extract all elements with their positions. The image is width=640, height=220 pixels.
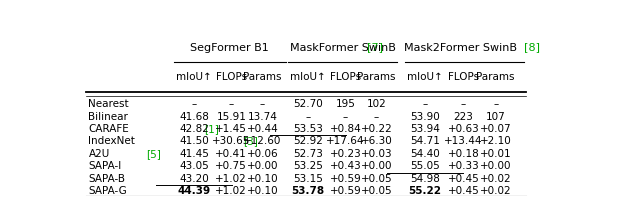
Text: +0.84: +0.84 — [330, 124, 361, 134]
Text: 52.70: 52.70 — [293, 99, 323, 109]
Text: 41.68: 41.68 — [179, 112, 209, 122]
Text: 54.98: 54.98 — [410, 174, 440, 183]
Text: +0.59: +0.59 — [330, 174, 361, 183]
Text: 41.45: 41.45 — [179, 149, 209, 159]
Text: 223: 223 — [454, 112, 474, 122]
Text: A2U: A2U — [88, 149, 109, 159]
Text: +0.43: +0.43 — [330, 161, 361, 171]
Text: Params: Params — [476, 72, 515, 82]
Text: +0.10: +0.10 — [246, 186, 278, 196]
Text: [1]: [1] — [205, 124, 220, 134]
Text: Bilinear: Bilinear — [88, 112, 128, 122]
Text: +13.44: +13.44 — [444, 136, 483, 147]
Text: +0.00: +0.00 — [247, 161, 278, 171]
Text: SAPA-I: SAPA-I — [88, 161, 122, 171]
Text: 53.94: 53.94 — [410, 124, 440, 134]
Text: +1.02: +1.02 — [216, 186, 247, 196]
Text: +0.00: +0.00 — [361, 161, 392, 171]
Text: +0.01: +0.01 — [480, 149, 511, 159]
Text: +0.23: +0.23 — [330, 149, 361, 159]
Text: Params: Params — [357, 72, 396, 82]
Text: +0.45: +0.45 — [447, 174, 479, 183]
Text: +0.02: +0.02 — [480, 186, 511, 196]
Text: Nearest: Nearest — [88, 99, 129, 109]
Text: –: – — [493, 99, 499, 109]
Text: +0.22: +0.22 — [361, 124, 392, 134]
Text: +2.10: +2.10 — [480, 136, 511, 147]
Text: 15.91: 15.91 — [216, 112, 246, 122]
Text: SAPA-G: SAPA-G — [88, 186, 127, 196]
Text: 44.39: 44.39 — [177, 186, 211, 196]
Text: 42.82: 42.82 — [179, 124, 209, 134]
Text: +0.44: +0.44 — [246, 124, 278, 134]
Text: 53.53: 53.53 — [293, 124, 323, 134]
Text: 53.78: 53.78 — [292, 186, 324, 196]
Text: +30.65: +30.65 — [212, 136, 250, 147]
Text: +0.02: +0.02 — [480, 174, 511, 183]
Text: +0.59: +0.59 — [330, 186, 361, 196]
Text: IndexNet: IndexNet — [88, 136, 135, 147]
Text: 52.92: 52.92 — [293, 136, 323, 147]
Text: +0.00: +0.00 — [480, 161, 511, 171]
Text: 53.90: 53.90 — [410, 112, 440, 122]
Text: +0.41: +0.41 — [216, 149, 247, 159]
Text: 41.50: 41.50 — [179, 136, 209, 147]
Text: FLOPs: FLOPs — [330, 72, 361, 82]
Text: 54.40: 54.40 — [410, 149, 440, 159]
Text: 55.05: 55.05 — [410, 161, 440, 171]
Text: Params: Params — [243, 72, 282, 82]
Text: [5]: [5] — [147, 149, 161, 159]
Text: mIoU↑: mIoU↑ — [176, 72, 212, 82]
Text: +0.07: +0.07 — [480, 124, 511, 134]
Text: –: – — [343, 112, 348, 122]
Text: +0.06: +0.06 — [246, 149, 278, 159]
Text: +0.63: +0.63 — [447, 124, 479, 134]
Text: +0.33: +0.33 — [447, 161, 479, 171]
Text: [7]: [7] — [367, 43, 383, 53]
Text: +0.10: +0.10 — [246, 174, 278, 183]
Text: –: – — [461, 99, 466, 109]
Text: +1.45: +1.45 — [215, 124, 247, 134]
Text: 13.74: 13.74 — [248, 112, 278, 122]
Text: MaskFormer SwinB: MaskFormer SwinB — [290, 43, 399, 53]
Text: –: – — [305, 112, 311, 122]
Text: –: – — [422, 99, 428, 109]
Text: +0.05: +0.05 — [361, 186, 392, 196]
Text: +6.30: +6.30 — [361, 136, 392, 147]
Text: 43.20: 43.20 — [179, 174, 209, 183]
Text: 53.15: 53.15 — [293, 174, 323, 183]
Text: FLOPs: FLOPs — [448, 72, 479, 82]
Text: 52.73: 52.73 — [293, 149, 323, 159]
Text: 53.25: 53.25 — [293, 161, 323, 171]
Text: +12.60: +12.60 — [243, 136, 282, 147]
Text: [8]: [8] — [524, 43, 540, 53]
Text: SAPA-B: SAPA-B — [88, 174, 125, 183]
Text: mIoU↑: mIoU↑ — [407, 72, 443, 82]
Text: +0.75: +0.75 — [216, 161, 247, 171]
Text: 107: 107 — [486, 112, 506, 122]
Text: mIoU↑: mIoU↑ — [291, 72, 326, 82]
Text: +0.05: +0.05 — [361, 174, 392, 183]
Text: 43.05: 43.05 — [179, 161, 209, 171]
Text: –: – — [260, 99, 265, 109]
Text: –: – — [374, 112, 380, 122]
Text: –: – — [191, 99, 196, 109]
Text: +0.18: +0.18 — [447, 149, 479, 159]
Text: Mask2Former SwinB: Mask2Former SwinB — [404, 43, 521, 53]
Text: +0.03: +0.03 — [361, 149, 392, 159]
Text: +0.45: +0.45 — [447, 186, 479, 196]
Text: 195: 195 — [335, 99, 355, 109]
Text: 54.71: 54.71 — [410, 136, 440, 147]
Text: +1.02: +1.02 — [216, 174, 247, 183]
Text: +17.64: +17.64 — [326, 136, 365, 147]
Text: 55.22: 55.22 — [408, 186, 441, 196]
Text: CARAFE: CARAFE — [88, 124, 129, 134]
Text: SegFormer B1: SegFormer B1 — [189, 43, 272, 53]
Text: –: – — [228, 99, 234, 109]
Text: [3]: [3] — [243, 136, 258, 147]
Text: FLOPs: FLOPs — [216, 72, 247, 82]
Text: 102: 102 — [367, 99, 387, 109]
